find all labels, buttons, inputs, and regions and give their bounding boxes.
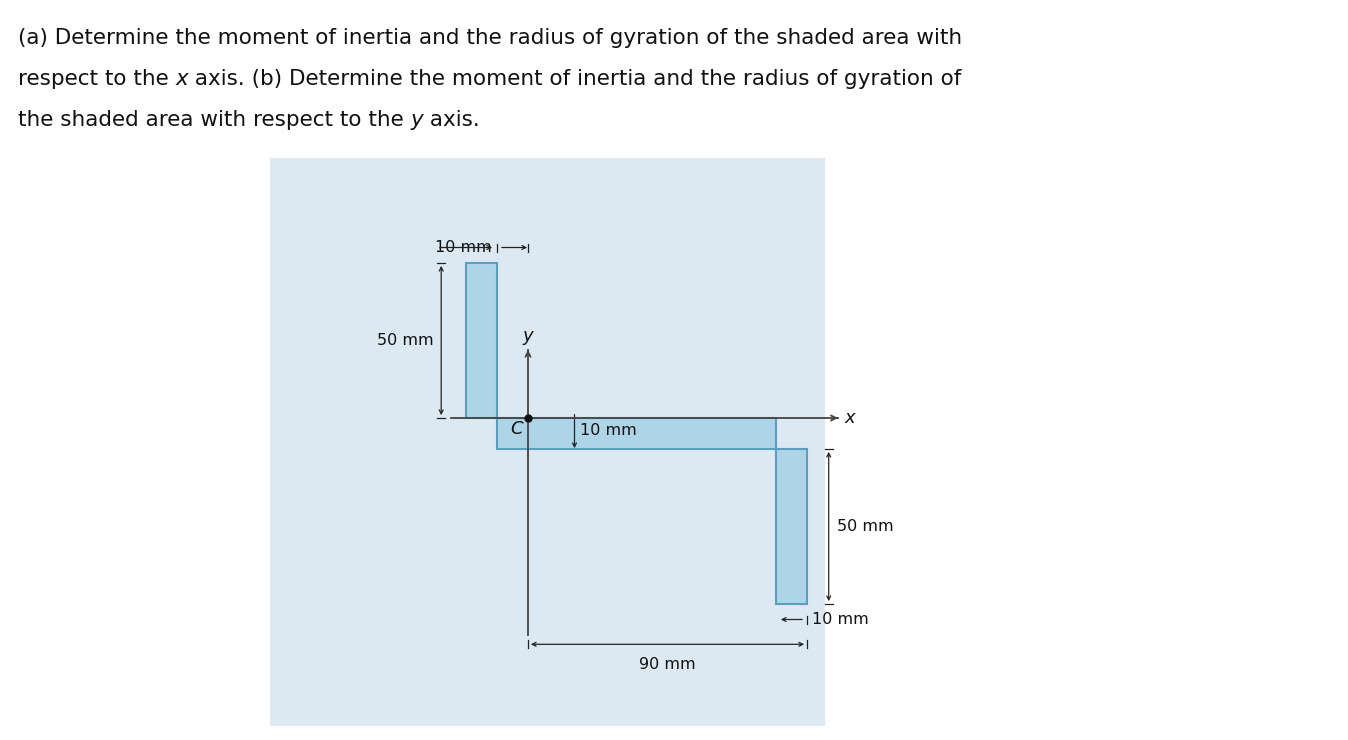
Text: respect to the: respect to the (18, 69, 175, 89)
Text: axis. (b) Determine the moment of inertia and the radius of gyration of: axis. (b) Determine the moment of inerti… (189, 69, 961, 89)
Text: 10 mm: 10 mm (811, 612, 868, 627)
Text: x: x (175, 69, 189, 89)
Bar (776, 449, 807, 604)
Text: y: y (523, 327, 534, 345)
Text: 50 mm: 50 mm (837, 519, 894, 534)
Text: axis.: axis. (423, 110, 480, 130)
Text: x: x (844, 409, 855, 427)
Text: C: C (511, 420, 523, 438)
Text: the shaded area with respect to the: the shaded area with respect to the (18, 110, 411, 130)
Text: 10 mm: 10 mm (435, 240, 492, 255)
Bar (466, 263, 497, 418)
Bar (270, 158, 825, 726)
Bar (497, 418, 776, 449)
Text: (a) Determine the moment of inertia and the radius of gyration of the shaded are: (a) Determine the moment of inertia and … (18, 28, 962, 48)
Text: y: y (411, 110, 423, 130)
Text: 10 mm: 10 mm (580, 423, 636, 438)
Text: 90 mm: 90 mm (639, 657, 696, 673)
Text: 50 mm: 50 mm (376, 333, 433, 348)
